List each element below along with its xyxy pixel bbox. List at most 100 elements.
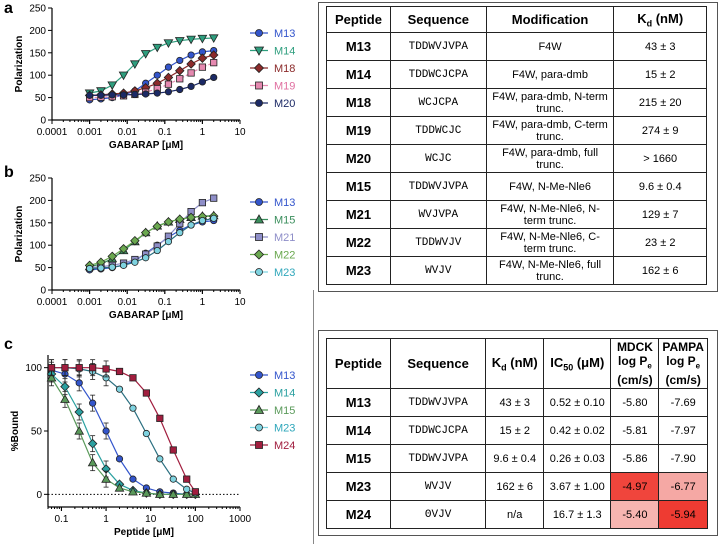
table-row: M21 WVJVPA F4W, N-Me-Nle6, N-term trunc. 12…: [326, 200, 707, 229]
t2-header-pampa: PAMPA log Pe (cm/s): [658, 338, 708, 389]
data-point: [164, 238, 173, 246]
legend-label: M13: [274, 28, 295, 40]
sequence: ʘVJV: [389, 500, 487, 529]
legend-marker: [255, 99, 263, 107]
modification: F4W, N-Me-Nle6, N-term trunc.: [485, 200, 615, 229]
data-point: [181, 489, 192, 498]
series-line: [89, 220, 214, 271]
pampa-value: -7.69: [658, 388, 708, 417]
legend-marker: [253, 46, 265, 56]
pampa-value: -5.94: [658, 500, 708, 529]
data-point: [169, 446, 177, 454]
modification: F4W, N-Me-Nle6: [485, 172, 615, 201]
x-tick-label: 0.01: [117, 127, 137, 138]
data-point: [102, 427, 110, 435]
data-point: [210, 194, 218, 202]
kd-value: 9.6 ± 0.4: [485, 444, 545, 473]
data-point: [154, 489, 165, 498]
data-point: [74, 407, 84, 417]
kd-value: 215 ± 20: [613, 88, 707, 117]
data-point: [163, 39, 174, 48]
data-point: [60, 381, 70, 392]
modification: F4W, N-Me-Nle6, C-term trunc.: [485, 228, 615, 257]
pampa-value: -7.90: [658, 444, 708, 473]
data-point: [119, 91, 128, 99]
t2-header-peptide: Peptide: [326, 338, 391, 389]
x-tick-label: 0.1: [54, 514, 68, 525]
y-tick-label: 50: [35, 263, 47, 274]
kd-value: 23 ± 2: [613, 228, 707, 257]
data-point: [97, 91, 105, 99]
x-tick-label: 0.001: [77, 127, 102, 138]
peptide-id: M21: [326, 200, 391, 229]
data-point: [183, 485, 191, 493]
data-point: [86, 91, 94, 99]
data-point: [129, 374, 137, 382]
legend-label: M21: [274, 232, 295, 244]
data-point: [153, 246, 161, 255]
y-tick-label: 100: [29, 241, 46, 252]
data-point: [197, 34, 208, 44]
data-point: [156, 455, 164, 463]
legend-label: M22: [274, 250, 295, 262]
sequence: TDDWVJV: [389, 228, 487, 257]
x-axis-label: GABARAP [μM]: [109, 140, 183, 151]
table-row: M23 WVJV 162 ± 6 3.67 ± 1.00 -4.97 -6.77: [326, 472, 708, 501]
kd-value: 274 ± 9: [613, 116, 707, 145]
data-point: [140, 227, 151, 238]
table-row: M14 TDDWCJCPA 15 ± 2 0.42 ± 0.02 -5.81 -7.97: [326, 416, 708, 445]
data-point: [187, 69, 195, 77]
sequence: TDDWVJVPA: [389, 32, 487, 61]
series-line: [51, 367, 196, 493]
data-point: [60, 394, 70, 403]
x-tick-label: 0.01: [117, 297, 137, 308]
ic50-value: 0.52 ± 0.10: [543, 388, 612, 417]
vertical-divider: [313, 290, 314, 544]
data-point: [86, 264, 94, 273]
data-point: [164, 80, 173, 88]
y-tick-label: 200: [29, 26, 46, 37]
data-point: [191, 488, 199, 496]
panel-label-b: b: [4, 164, 14, 181]
sequence: TDDWVJVPA: [389, 388, 487, 417]
legend-marker: [255, 268, 263, 276]
legend-marker: [255, 233, 263, 241]
chart-b: 0 50 100 150 200 250 0.0001 0.001 0.01 0.1 1 10 GABA…: [14, 174, 295, 322]
y-tick-label: 50: [31, 427, 43, 438]
data-point: [97, 264, 105, 272]
legend-marker: [255, 81, 263, 90]
chart-c: 0 50 100 0.1 1 10 100 1000 Peptide [μM] %Bound M13…: [10, 355, 295, 538]
legend-marker: [255, 423, 263, 432]
data-point: [128, 486, 138, 496]
header-sequence: Sequence: [389, 6, 487, 33]
data-point: [102, 365, 110, 373]
mdck-value: -5.81: [610, 416, 660, 445]
x-tick-label: 1: [200, 297, 206, 308]
ic50-value: 0.26 ± 0.03: [543, 444, 612, 473]
x-tick-label: 0.1: [158, 297, 172, 308]
data-point: [186, 59, 196, 69]
panel-label-c: c: [4, 336, 13, 353]
pampa-value: -6.77: [658, 472, 708, 501]
header-peptide: Peptide: [326, 6, 391, 33]
table-row: M15 TDDWVJVPA F4W, N-Me-Nle6 9.6 ± 0.4: [326, 172, 707, 201]
peptide-id: M24: [326, 500, 391, 529]
sequence: WVJV: [389, 472, 487, 501]
legend-label: M19: [274, 81, 295, 93]
data-point: [118, 71, 129, 81]
header-modification: Modification: [485, 6, 615, 33]
t2-header-sequence: Sequence: [389, 338, 487, 389]
peptide-id: M14: [326, 60, 391, 89]
data-point: [75, 379, 83, 387]
data-point: [115, 367, 124, 376]
legend-marker: [255, 29, 263, 37]
table-row: M13 TDDWVJVPA 43 ± 3 0.52 ± 0.10 -5.80 -7.69: [326, 388, 708, 417]
mdck-value: -5.86: [610, 444, 660, 473]
data-point: [119, 261, 128, 269]
ic50-value: 3.67 ± 1.00: [543, 472, 612, 501]
data-point: [210, 73, 218, 82]
data-point: [131, 90, 139, 99]
legend-marker: [253, 387, 265, 398]
data-point: [87, 438, 98, 449]
legend-label: M13: [274, 197, 295, 209]
